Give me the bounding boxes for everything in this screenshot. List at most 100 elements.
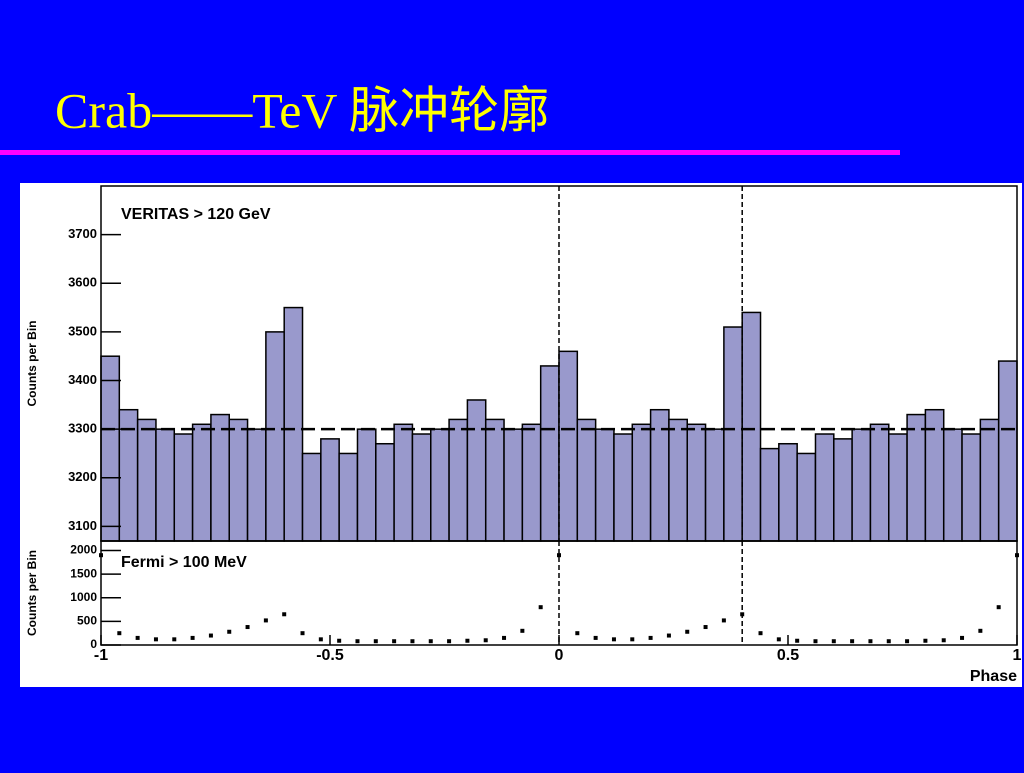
point [190,635,195,640]
bar [833,438,853,542]
x-tick-label: 0.5 [777,647,799,664]
point [300,631,305,636]
point [630,637,635,642]
y-tick-label: 3500 [68,323,97,338]
point [721,618,726,623]
bar [155,428,176,542]
bar [228,418,249,542]
point [337,638,342,643]
point [117,631,122,636]
bar [704,428,725,542]
x-tick-label: -0.5 [316,647,344,664]
point [227,629,232,634]
bar [759,447,780,542]
point [557,553,561,558]
point [502,635,507,640]
point [758,631,763,636]
bar [869,423,890,542]
point [978,628,983,633]
bar [100,355,121,542]
bar [503,428,524,542]
bar [466,399,487,542]
bar [668,418,688,542]
bar [191,423,212,542]
bar [448,418,469,542]
point [850,639,855,644]
x-axis-label: Phase [970,668,1017,685]
bar [594,428,615,542]
point [538,605,543,610]
point [135,635,140,640]
point [813,639,818,644]
y-tick-label: 3600 [68,275,97,290]
bar [301,452,322,542]
title-rule [0,150,900,155]
y-tick-label: 0 [90,637,97,651]
point [996,605,1001,610]
bar [723,326,743,542]
bar [796,452,817,542]
point [941,638,946,643]
bar [851,428,872,542]
point [960,635,965,640]
point [905,639,910,644]
bar [576,418,597,542]
point [428,639,433,644]
bar [686,423,707,542]
bar [961,433,982,542]
bar [997,360,1018,542]
bar [979,418,1000,542]
bar [320,438,340,542]
bar [356,428,377,542]
point [355,639,360,644]
point [520,628,525,633]
point [886,639,891,644]
panel-annotation: Fermi > 100 MeV [121,554,247,571]
point [685,629,690,634]
point [153,637,158,642]
bar [814,433,835,542]
point [593,635,598,640]
y-tick-label: 3200 [68,469,97,484]
point [703,625,708,630]
bar [265,331,285,542]
x-tick-label: 1 [1013,647,1022,664]
bar [521,423,542,542]
point [282,612,287,617]
y-axis-label: Counts per Bin [25,321,39,407]
point [611,637,616,642]
bar [778,442,798,542]
point [666,633,671,638]
point [172,637,177,642]
bar [539,365,560,542]
panel-annotation: VERITAS > 120 GeV [121,206,271,223]
y-tick-label: 500 [77,614,97,628]
point [795,638,800,643]
point [318,637,323,642]
point [245,625,250,630]
x-tick-label: 0 [555,647,564,664]
bar [942,428,963,542]
point [373,639,378,644]
bar [246,428,267,542]
bar [741,311,762,542]
point [263,618,268,623]
bar [613,433,634,542]
y-tick-label: 2000 [70,543,97,557]
y-tick-label: 1000 [70,590,97,604]
y-tick-label: 3100 [68,518,97,533]
bar [484,418,505,542]
bar [283,306,304,542]
bar [430,428,450,542]
bar [631,423,652,542]
y-tick-label: 3700 [68,226,97,241]
point [776,637,781,642]
point [392,639,397,644]
point [831,639,836,644]
bar [136,418,157,542]
point [575,631,580,636]
bar [411,433,432,542]
point [410,639,415,644]
y-tick-label: 3400 [68,372,97,387]
